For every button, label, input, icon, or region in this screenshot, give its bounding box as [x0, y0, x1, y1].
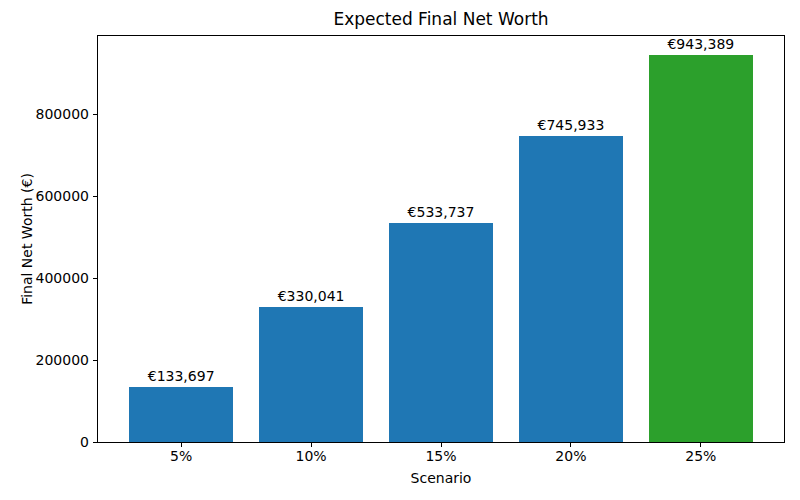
bar-value-label: €533,737 [408, 205, 475, 219]
bar-20% [519, 136, 623, 442]
x-tick-label: 25% [685, 449, 716, 463]
bar-10% [259, 307, 363, 442]
plot-area: 0200000400000600000800000€133,6975%€330,… [97, 35, 785, 443]
bar-15% [389, 223, 493, 442]
x-axis-label: Scenario [97, 470, 785, 486]
x-tick-mark [311, 443, 312, 447]
x-tick-mark [441, 443, 442, 447]
x-tick-label: 15% [425, 449, 456, 463]
x-tick-label: 20% [555, 449, 586, 463]
y-tick-label: 200000 [36, 353, 89, 367]
y-tick-mark [93, 278, 97, 279]
chart-title: Expected Final Net Worth [97, 9, 785, 29]
y-tick-mark [93, 360, 97, 361]
x-tick-mark [181, 443, 182, 447]
x-tick-mark [700, 443, 701, 447]
bar-5% [129, 387, 233, 442]
bar-25% [649, 55, 753, 442]
y-tick-mark [93, 114, 97, 115]
y-tick-label: 600000 [36, 189, 89, 203]
y-tick-label: 0 [80, 435, 89, 449]
bar-value-label: €330,041 [278, 289, 345, 303]
x-tick-label: 10% [296, 449, 327, 463]
bar-chart-figure: Expected Final Net Worth Final Net Worth… [0, 0, 800, 500]
y-tick-label: 800000 [36, 107, 89, 121]
x-tick-mark [570, 443, 571, 447]
x-tick-label: 5% [170, 449, 192, 463]
y-axis-label: Final Net Worth (€) [19, 173, 35, 305]
y-tick-mark [93, 196, 97, 197]
bar-value-label: €943,389 [667, 37, 734, 51]
bar-value-label: €745,933 [538, 118, 605, 132]
y-tick-label: 400000 [36, 271, 89, 285]
bar-value-label: €133,697 [148, 369, 215, 383]
y-tick-mark [93, 442, 97, 443]
